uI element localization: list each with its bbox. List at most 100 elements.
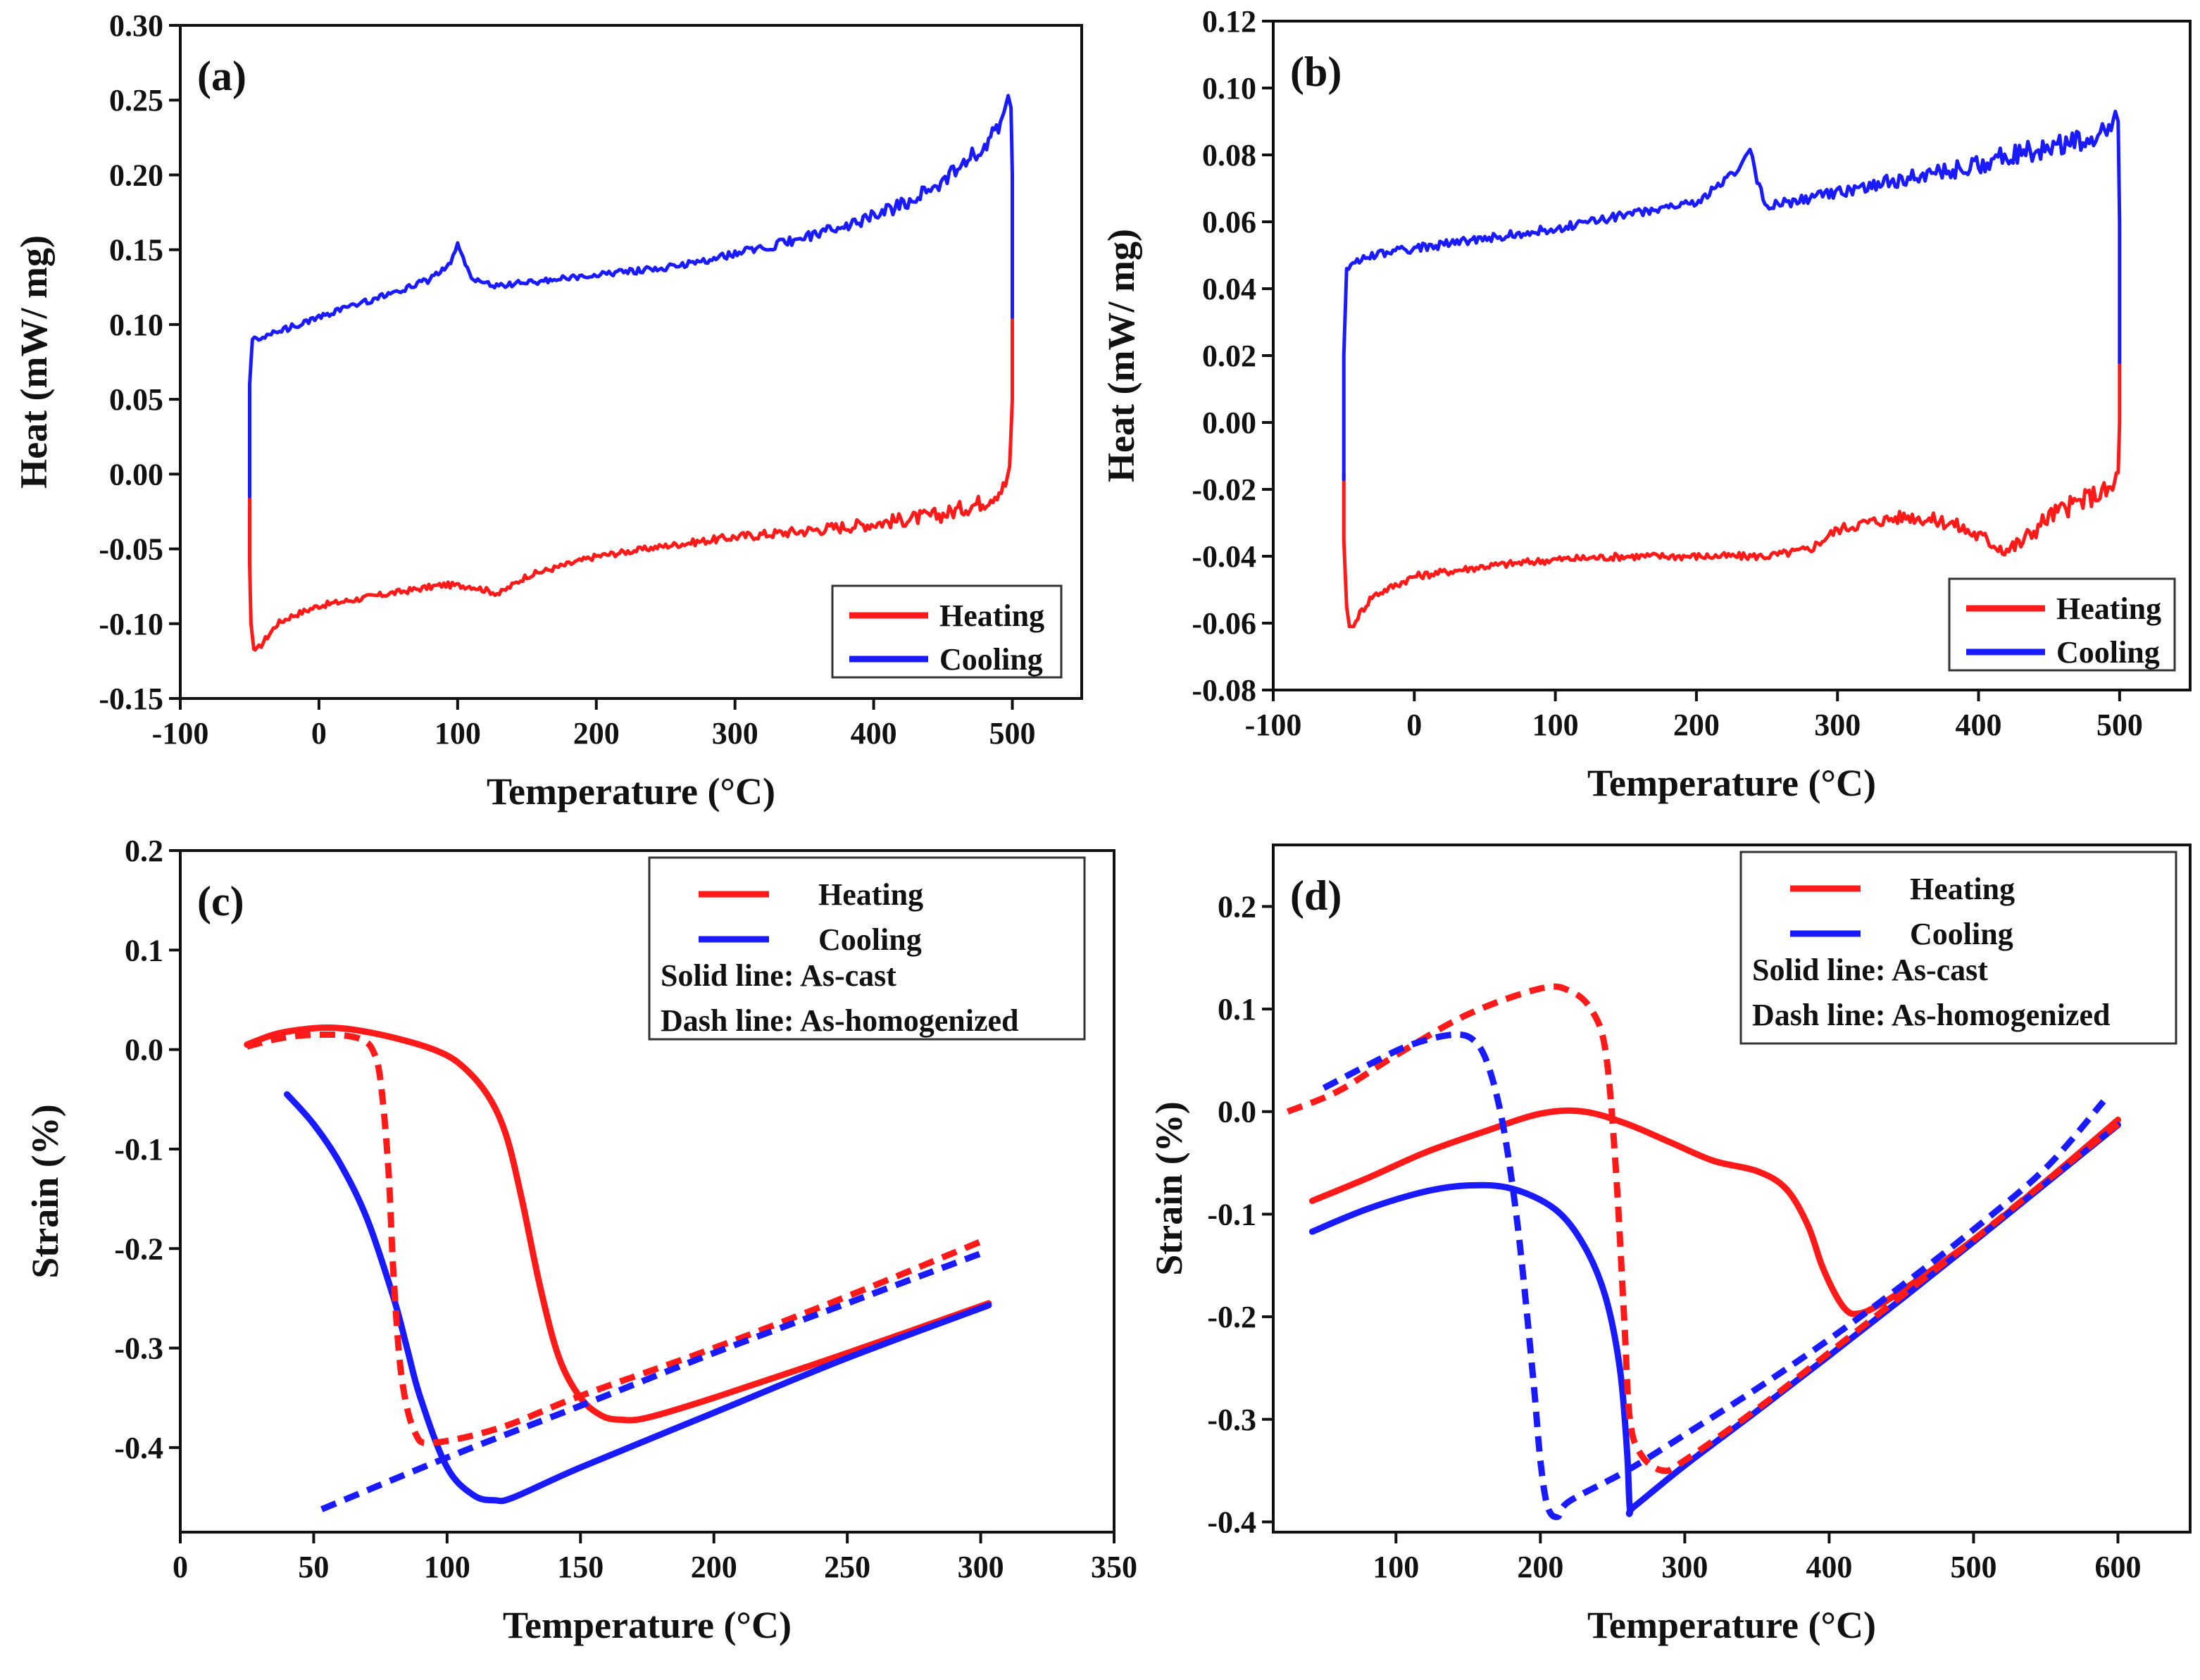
x-tick-label: -100 <box>1245 708 1302 742</box>
legend-box <box>1739 851 2177 1045</box>
x-tick-label: 300 <box>712 716 758 751</box>
series-line-heating-solid <box>244 1024 992 1424</box>
x-tick-label: 0 <box>1406 708 1422 742</box>
series-line-heating <box>248 315 1014 652</box>
panel-c: 0 50 100 150 200 250 300 350 -0.4 -0.3 -0.2 -0.1 0.0… <box>24 834 1137 1646</box>
y-tick-label: -0.2 <box>114 1231 163 1266</box>
x-axis-title: Temperature (°C) <box>1587 1604 1876 1646</box>
legend-note: Dash line: As-homogenized <box>1752 998 2110 1032</box>
legend-label-heating: Heating <box>2056 591 2161 626</box>
legend: Heating Cooling <box>831 584 1063 679</box>
x-tick-label: 200 <box>1673 708 1720 742</box>
series-line-heating-dash <box>246 1031 982 1446</box>
legend-label-heating: Heating <box>818 877 923 912</box>
y-tick-label: -0.08 <box>1192 673 1256 708</box>
x-tick-label: 350 <box>1091 1550 1137 1584</box>
x-tick-label: 600 <box>2094 1550 2141 1584</box>
y-tick-label: 0.05 <box>109 382 163 417</box>
y-tick-label: -0.15 <box>99 682 163 716</box>
x-tick-label: 500 <box>989 716 1036 751</box>
x-axis-title: Temperature (°C) <box>487 770 775 813</box>
x-tick-label: 500 <box>2096 708 2143 742</box>
y-tick-label: -0.05 <box>99 532 163 567</box>
legend-label-heating: Heating <box>939 598 1044 633</box>
x-tick-label: 200 <box>1517 1550 1563 1584</box>
panel-label: (a) <box>197 53 246 99</box>
x-tick-label: 250 <box>824 1550 870 1584</box>
series-group <box>1286 983 2121 1520</box>
y-tick-label: -0.1 <box>114 1132 163 1167</box>
x-tick-label: 100 <box>424 1550 470 1584</box>
series-group <box>1342 109 2122 629</box>
x-tick-label: 200 <box>691 1550 737 1584</box>
x-tick-label: 100 <box>1373 1550 1419 1584</box>
y-tick-label: -0.02 <box>1192 472 1256 507</box>
legend-label-cooling: Cooling <box>2056 635 2160 670</box>
y-tick-label: 0.0 <box>125 1033 163 1067</box>
legend-label-cooling: Cooling <box>818 922 922 957</box>
y-tick-label: 0.15 <box>109 233 163 268</box>
series-line-cooling <box>248 94 1014 499</box>
series-line-cooling-dash <box>1322 1031 2106 1520</box>
y-tick-label: 0.25 <box>109 83 163 118</box>
panel-label: (b) <box>1290 49 1342 95</box>
y-tick-label: -0.3 <box>1207 1403 1256 1437</box>
y-axis-title: Strain (%) <box>1148 1101 1190 1275</box>
legend: Heating Cooling <box>1948 577 2176 672</box>
series-line-heating <box>1342 361 2122 629</box>
y-tick-label: -0.10 <box>99 607 163 641</box>
plot-frame <box>1272 844 2192 1534</box>
legend-note: Solid line: As-cast <box>1752 953 1988 987</box>
x-tick-label: 50 <box>298 1550 329 1584</box>
y-tick-label: 0.04 <box>1202 272 1256 306</box>
series-line-cooling-solid <box>1308 1122 2121 1517</box>
series-line-cooling-solid <box>284 1091 992 1505</box>
plot-frame <box>179 849 1115 1534</box>
legend-note: Dash line: As-homogenized <box>661 1003 1018 1038</box>
x-tick-label: 200 <box>573 716 620 751</box>
panel-label: (d) <box>1290 872 1342 919</box>
y-tick-label: 0.1 <box>125 933 163 967</box>
series-line-heating-dash <box>1286 983 2120 1474</box>
y-tick-label: -0.3 <box>114 1331 163 1366</box>
x-tick-label: 400 <box>1806 1550 1852 1584</box>
series-line-cooling-dash <box>320 1250 982 1512</box>
y-tick-label: 0.10 <box>109 308 163 342</box>
y-axis-title: Strain (%) <box>24 1104 66 1278</box>
y-tick-label: -0.4 <box>1207 1505 1256 1539</box>
x-tick-label: 400 <box>1956 708 2002 742</box>
y-tick-label: -0.2 <box>1207 1300 1256 1334</box>
y-tick-label: 0.20 <box>109 158 163 192</box>
legend-label-cooling: Cooling <box>1910 917 2013 951</box>
x-tick-label: 400 <box>851 716 897 751</box>
y-tick-label: -0.06 <box>1192 606 1256 641</box>
x-tick-label: 0 <box>311 716 327 751</box>
plot-frame <box>179 24 1083 700</box>
y-tick-label: 0.06 <box>1202 205 1256 239</box>
y-tick-label: 0.00 <box>1202 406 1256 440</box>
y-tick-label: 0.10 <box>1202 71 1256 106</box>
y-tick-label: 0.1 <box>1218 992 1256 1027</box>
x-tick-label: 500 <box>1950 1550 1996 1584</box>
panel-b: -100 0 100 200 300 400 500 -0.08 -0.06 -0.04 -0.02… <box>1100 4 2192 804</box>
y-tick-label: -0.4 <box>114 1431 163 1465</box>
x-tick-label: 300 <box>1661 1550 1708 1584</box>
x-tick-label: 100 <box>1532 708 1579 742</box>
x-tick-label: 300 <box>1814 708 1861 742</box>
y-tick-label: 0.2 <box>1218 889 1256 924</box>
x-tick-label: 100 <box>435 716 481 751</box>
panel-label: (c) <box>197 878 244 924</box>
y-tick-label: 0.30 <box>109 8 163 43</box>
y-axis-title: Heat (mW/ mg) <box>1100 229 1142 482</box>
legend-note: Solid line: As-cast <box>661 958 896 993</box>
y-tick-label: -0.1 <box>1207 1197 1256 1231</box>
y-tick-label: 0.0 <box>1218 1095 1256 1129</box>
y-tick-label: 0.2 <box>125 834 163 868</box>
panel-d: 100 200 300 400 500 600 -0.4 -0.3 -0.2 -0.1 0.0 0.1… <box>1148 844 2192 1646</box>
panel-a: -100 0 100 200 300 400 500 -0.15 -0.10 -0.05 0.00 0… <box>13 8 1083 813</box>
x-tick-label: 300 <box>958 1550 1004 1584</box>
y-axis-title: Heat (mW/ mg) <box>13 235 55 489</box>
x-axis-title: Temperature (°C) <box>503 1604 792 1646</box>
x-tick-label: 150 <box>557 1550 604 1584</box>
